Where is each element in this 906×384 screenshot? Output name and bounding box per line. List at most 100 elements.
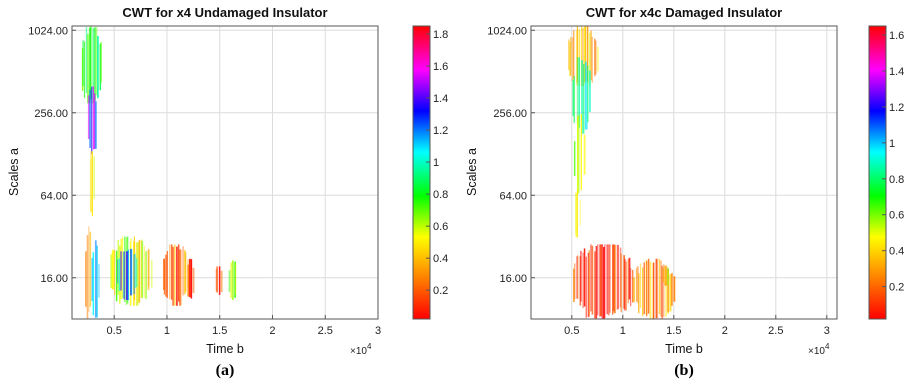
- heatmap-streak: [570, 37, 572, 76]
- heatmap-streak: [609, 244, 611, 313]
- heatmap-streak: [643, 262, 645, 315]
- heatmap-streak: [93, 156, 95, 199]
- heatmap-blob: [575, 189, 581, 238]
- heatmap-blob: [228, 260, 237, 300]
- heatmap-streak: [97, 36, 99, 99]
- heatmap-streak: [100, 42, 102, 83]
- heatmap-streak: [92, 27, 95, 104]
- heatmap-streak: [571, 37, 574, 82]
- colorbar-tick-label: 1: [889, 138, 895, 150]
- heatmap-streak: [665, 269, 667, 317]
- heatmap-streak: [649, 261, 652, 319]
- colorbar-tick-label: 1.6: [433, 61, 448, 73]
- y-tick-label: 16.00: [40, 273, 68, 285]
- heatmap-streak: [669, 274, 672, 312]
- heatmap-streak: [573, 268, 575, 303]
- colorbar-tick-label: 1.2: [433, 125, 448, 137]
- panel-caption: (b): [674, 362, 694, 379]
- heatmap-streak: [576, 57, 579, 124]
- heatmap-streak: [573, 76, 575, 123]
- heatmap-streak: [595, 40, 597, 75]
- x-tick-label: 0.5: [107, 325, 122, 337]
- heatmap-streak: [580, 251, 582, 302]
- heatmap-streak: [573, 141, 576, 177]
- chart-title: CWT for x4 Undamaged Insulator: [122, 5, 327, 20]
- heatmap-blob: [81, 26, 102, 104]
- heatmap-streak: [94, 93, 96, 149]
- x-tick-label: 2: [722, 325, 728, 337]
- x-tick-label: 1: [620, 325, 626, 337]
- heatmap-streak: [190, 259, 193, 299]
- heatmap-streak: [133, 236, 136, 301]
- heatmap-blob: [572, 57, 591, 134]
- heatmap-streak: [82, 40, 84, 87]
- heatmap-streak: [585, 256, 587, 318]
- x-tick-label: 2.5: [768, 325, 783, 337]
- heatmap-streak: [627, 258, 629, 304]
- heatmap-streak: [95, 27, 98, 96]
- heatmap-streak: [673, 276, 676, 302]
- heatmap-streak: [182, 246, 184, 296]
- y-tick-label: 1024.00: [487, 25, 527, 37]
- heatmap-streak: [613, 244, 616, 314]
- y-tick-label: 64.00: [499, 190, 527, 202]
- heatmap-streak: [600, 244, 602, 317]
- heatmap-blob: [163, 244, 189, 306]
- heatmap-streak: [141, 241, 144, 298]
- heatmap-blobs: [568, 26, 676, 319]
- heatmap-streak: [92, 252, 95, 316]
- y-tick-label: 256.00: [493, 108, 527, 120]
- heatmap-streak: [667, 267, 669, 285]
- heatmap-blob: [91, 240, 100, 318]
- colorbar: [868, 25, 887, 320]
- x-tick-label: 1.5: [666, 325, 681, 337]
- heatmap-streak: [578, 114, 580, 193]
- heatmap-streak: [120, 251, 122, 291]
- colorbar-tick-label: 0.2: [889, 282, 904, 294]
- heatmap-streak: [90, 151, 92, 213]
- heatmap-streak: [595, 246, 598, 319]
- colorbar-tick-label: 1.4: [889, 66, 904, 78]
- heatmap-streak: [568, 39, 570, 71]
- heatmap-streak: [126, 251, 128, 300]
- heatmap-streak: [575, 193, 577, 238]
- x-ticks: 0.5 1 1.5 2 2.5 3: [564, 315, 830, 337]
- heatmap-streak: [165, 254, 167, 297]
- heatmap-streak: [176, 246, 178, 306]
- heatmap-streak: [632, 269, 634, 303]
- heatmap-streak: [636, 266, 639, 303]
- heatmap-streak: [133, 254, 136, 295]
- heatmap-streak: [573, 263, 576, 300]
- x-multiplier: ×104: [350, 342, 372, 357]
- x-tick-label: 1.5: [212, 325, 227, 337]
- y-ticks: 16.00 64.00 256.00 1024.00: [28, 25, 76, 285]
- heatmap-streak: [625, 261, 628, 311]
- heatmap-streak: [583, 64, 585, 134]
- heatmap-streak: [180, 249, 182, 306]
- heatmap-streak: [127, 249, 129, 301]
- heatmap-streak: [110, 254, 112, 288]
- heatmap-streak: [90, 26, 92, 100]
- colorbar: [412, 25, 431, 320]
- heatmap-streak: [642, 267, 644, 317]
- heatmap-streak: [234, 261, 236, 298]
- heatmap-streak: [171, 244, 173, 300]
- colorbar-tick-label: 0.4: [433, 253, 448, 265]
- heatmap-streak: [126, 251, 129, 301]
- heatmap-streak: [628, 257, 631, 300]
- heatmap-blob: [573, 244, 634, 319]
- heatmap-streak: [143, 246, 145, 298]
- heatmap-streak: [606, 244, 609, 315]
- x-axis-label: Time b: [206, 342, 244, 356]
- heatmap-streak: [584, 61, 587, 130]
- plot-frame: [71, 25, 379, 320]
- heatmap-streak: [601, 244, 603, 319]
- panel-b: CWT for x4c Damaged Insulator 0.5 1 1.5 2 2.…: [465, 5, 904, 379]
- heatmap-streak: [591, 245, 594, 315]
- heatmap-streak: [577, 116, 579, 194]
- heatmap-streak: [579, 200, 581, 226]
- colorbar-tick-label: 0.8: [433, 189, 448, 201]
- heatmap-streak: [573, 30, 575, 79]
- y-tick-label: 16.00: [499, 273, 527, 285]
- heatmap-streak: [98, 263, 100, 298]
